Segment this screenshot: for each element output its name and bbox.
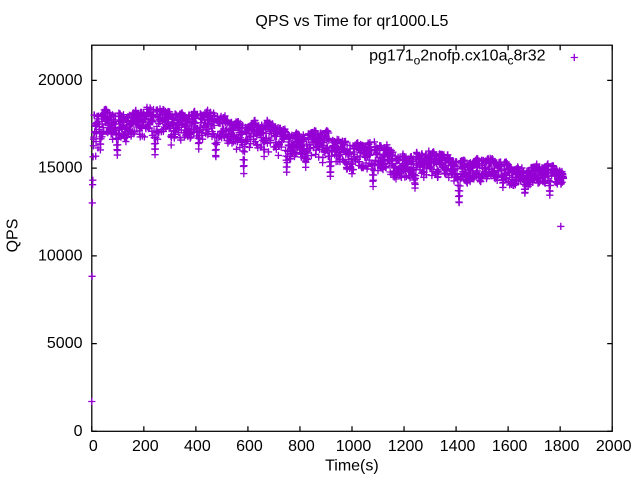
svg-text:600: 600 [236, 438, 263, 455]
svg-text:0: 0 [89, 438, 98, 455]
svg-text:5000: 5000 [47, 335, 83, 352]
svg-text:1600: 1600 [492, 438, 528, 455]
svg-text:Time(s): Time(s) [325, 458, 379, 475]
svg-text:20000: 20000 [38, 72, 83, 89]
svg-text:2000: 2000 [596, 438, 632, 455]
svg-text:400: 400 [184, 438, 211, 455]
svg-text:15000: 15000 [38, 160, 83, 177]
svg-text:1400: 1400 [440, 438, 476, 455]
svg-text:200: 200 [132, 438, 159, 455]
svg-text:pg171o2nofp.cx10ac8r32: pg171o2nofp.cx10ac8r32 [369, 48, 546, 68]
svg-text:QPS: QPS [5, 219, 22, 253]
svg-text:0: 0 [74, 423, 83, 440]
svg-text:1800: 1800 [544, 438, 580, 455]
svg-text:QPS vs Time for qr1000.L5: QPS vs Time for qr1000.L5 [255, 13, 448, 30]
svg-text:10000: 10000 [38, 247, 83, 264]
svg-text:1200: 1200 [388, 438, 424, 455]
svg-text:800: 800 [288, 438, 315, 455]
svg-text:1000: 1000 [336, 438, 372, 455]
